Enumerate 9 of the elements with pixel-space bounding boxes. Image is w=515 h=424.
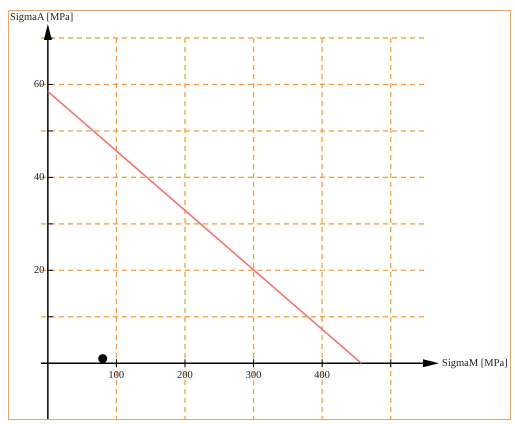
- y-tick-label: 60: [34, 78, 44, 90]
- x-axis-title: SigmaM [MPa]: [442, 358, 508, 369]
- x-tick-label: 400: [314, 370, 330, 382]
- y-tick-label: 20: [34, 264, 44, 276]
- x-tick-label: 100: [108, 370, 124, 382]
- y-tick-label: 40: [34, 172, 44, 183]
- x-tick-label: 200: [177, 370, 193, 382]
- x-tick-label: 300: [246, 370, 262, 382]
- y-axis-title: SigmaA [MPa]: [10, 12, 74, 23]
